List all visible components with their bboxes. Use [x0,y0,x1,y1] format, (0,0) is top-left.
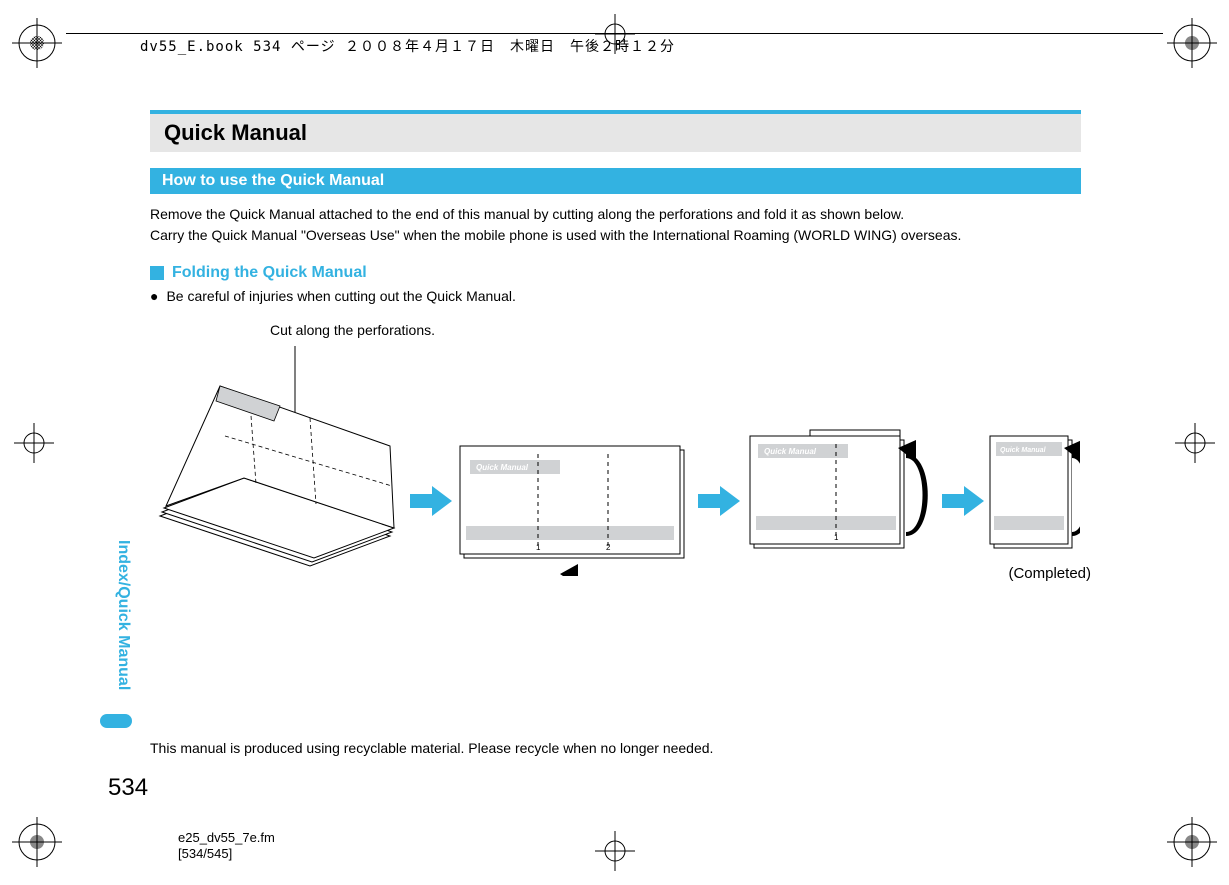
file-name: e25_dv55_7e.fm [178,830,275,845]
svg-text:Quick Manual: Quick Manual [764,447,817,456]
registration-mark-icon [12,18,62,68]
frame-rule [66,33,1163,34]
completed-label: (Completed) [1008,565,1091,582]
body-line: Remove the Quick Manual attached to the … [150,204,1081,225]
square-bullet-icon [150,266,164,280]
side-tab-bar-icon [100,714,132,728]
bullet-item: ● Be careful of injuries when cutting ou… [150,288,1081,304]
crop-mark-icon [595,831,635,871]
body-line: Carry the Quick Manual "Overseas Use" wh… [150,225,1081,246]
svg-text:Quick Manual: Quick Manual [476,463,529,472]
callout-label: Cut along the perforations. [270,322,1081,338]
side-tab-label: Index/Quick Manual [114,540,132,720]
subsection-heading: Folding the Quick Manual [150,264,1081,282]
svg-text:2: 2 [606,543,611,552]
registration-mark-icon [1167,817,1217,867]
page-count: [534/545] [178,846,232,861]
folding-diagram: Quick Manual 1 2 [150,346,1081,576]
svg-text:Quick Manual: Quick Manual [1000,447,1047,454]
bullet-dot-icon: ● [150,288,158,304]
page-root: dv55_E.book 534 ページ ２００８年４月１７日 木曜日 午後２時１… [0,0,1229,885]
subsection-heading-text: Folding the Quick Manual [172,264,367,282]
crop-mark-icon [14,423,54,463]
svg-text:1: 1 [536,543,541,552]
section-subtitle: How to use the Quick Manual [150,168,1081,194]
svg-text:1: 1 [834,533,839,542]
crop-mark-icon [1175,423,1215,463]
footer-note: This manual is produced using recyclable… [150,740,713,756]
bullet-text: Be careful of injuries when cutting out … [166,288,515,304]
registration-mark-icon [1167,18,1217,68]
body-paragraph: Remove the Quick Manual attached to the … [150,204,1081,246]
side-tab: Index/Quick Manual [110,540,132,720]
header-meta-text: dv55_E.book 534 ページ ２００８年４月１７日 木曜日 午後２時１… [140,36,675,56]
registration-mark-icon [12,817,62,867]
page-number: 534 [108,774,148,802]
content-column: Quick Manual How to use the Quick Manual… [150,110,1081,576]
page-title: Quick Manual [150,110,1081,152]
